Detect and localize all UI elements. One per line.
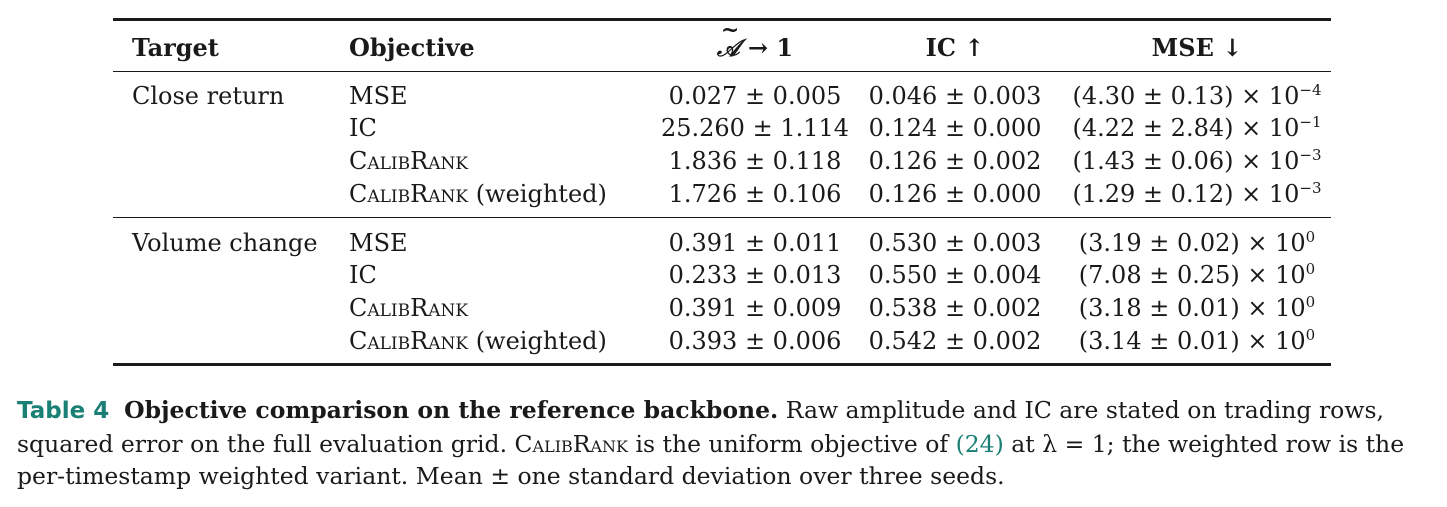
caption-method-name: CalibRank	[514, 429, 628, 458]
mse-cell: (3.19 ± 0.02) × 100	[1078, 228, 1316, 257]
mse-cell: (7.08 ± 0.25) × 100	[1078, 260, 1316, 289]
caption-label: Table 4	[17, 398, 110, 424]
objective-cell: MSE	[349, 229, 408, 257]
mse-cell: (4.30 ± 0.13) × 10−4	[1072, 81, 1322, 110]
header-mse: MSE ↓	[1151, 33, 1243, 62]
ic-cell: 0.124 ± 0.000	[868, 114, 1042, 142]
table-caption: Table 4 Objective comparison on the refe…	[17, 394, 1437, 493]
caption-text: at λ = 1; the weighted row is the per-ti…	[17, 429, 1405, 491]
header-ic: IC ↑	[925, 33, 985, 62]
amp-cell: 25.260 ± 1.114	[660, 114, 850, 142]
ic-cell: 0.538 ± 0.002	[868, 294, 1042, 322]
caption-text: is the uniform objective of	[627, 429, 956, 458]
mse-cell: (3.14 ± 0.01) × 100	[1078, 326, 1316, 355]
objective-cell: CalibRank (weighted)	[349, 180, 607, 208]
header-amplitude: 𝒜 → 1	[655, 14, 855, 64]
objective-cell: CalibRank	[349, 147, 469, 175]
objective-cell: IC	[349, 261, 377, 289]
amp-cell: 0.393 ± 0.006	[668, 327, 842, 355]
bottom-rule	[113, 363, 1331, 366]
amp-cell: 0.391 ± 0.009	[668, 294, 842, 322]
header-rule	[113, 71, 1331, 73]
ic-cell: 0.046 ± 0.003	[868, 82, 1042, 110]
objective-cell: IC	[349, 114, 377, 142]
equation-reference-link[interactable]: (24)	[955, 429, 1004, 458]
amp-cell: 1.726 ± 0.106	[668, 180, 842, 208]
objective-cell: MSE	[349, 82, 408, 110]
amp-cell: 0.391 ± 0.011	[668, 229, 842, 257]
mse-cell: (3.18 ± 0.01) × 100	[1078, 293, 1316, 322]
amp-cell: 0.233 ± 0.013	[668, 261, 842, 289]
ic-cell: 0.126 ± 0.002	[868, 147, 1042, 175]
caption-text: Raw amplitude and IC are stated on tradi…	[17, 396, 1384, 458]
ic-cell: 0.126 ± 0.000	[868, 180, 1042, 208]
amp-cell: 1.836 ± 0.118	[668, 147, 842, 175]
mse-cell: (1.29 ± 0.12) × 10−3	[1072, 179, 1322, 208]
header-target: Target	[132, 33, 219, 62]
mse-cell: (1.43 ± 0.06) × 10−3	[1072, 146, 1322, 175]
objective-cell: CalibRank (weighted)	[349, 327, 607, 355]
ic-cell: 0.530 ± 0.003	[868, 229, 1042, 257]
ic-cell: 0.550 ± 0.004	[868, 261, 1042, 289]
amp-cell: 0.027 ± 0.005	[668, 82, 842, 110]
amplitude-symbol: 𝒜	[717, 14, 740, 64]
ic-cell: 0.542 ± 0.002	[868, 327, 1042, 355]
mse-cell: (4.22 ± 2.84) × 10−1	[1072, 113, 1322, 142]
objective-cell: CalibRank	[349, 294, 469, 322]
caption-title: Objective comparison on the reference ba…	[124, 396, 779, 424]
group-separator-rule	[113, 217, 1331, 219]
group-target-volume-change: Volume change	[132, 229, 318, 257]
group-target-close-return: Close return	[132, 82, 285, 110]
header-objective: Objective	[349, 33, 475, 62]
